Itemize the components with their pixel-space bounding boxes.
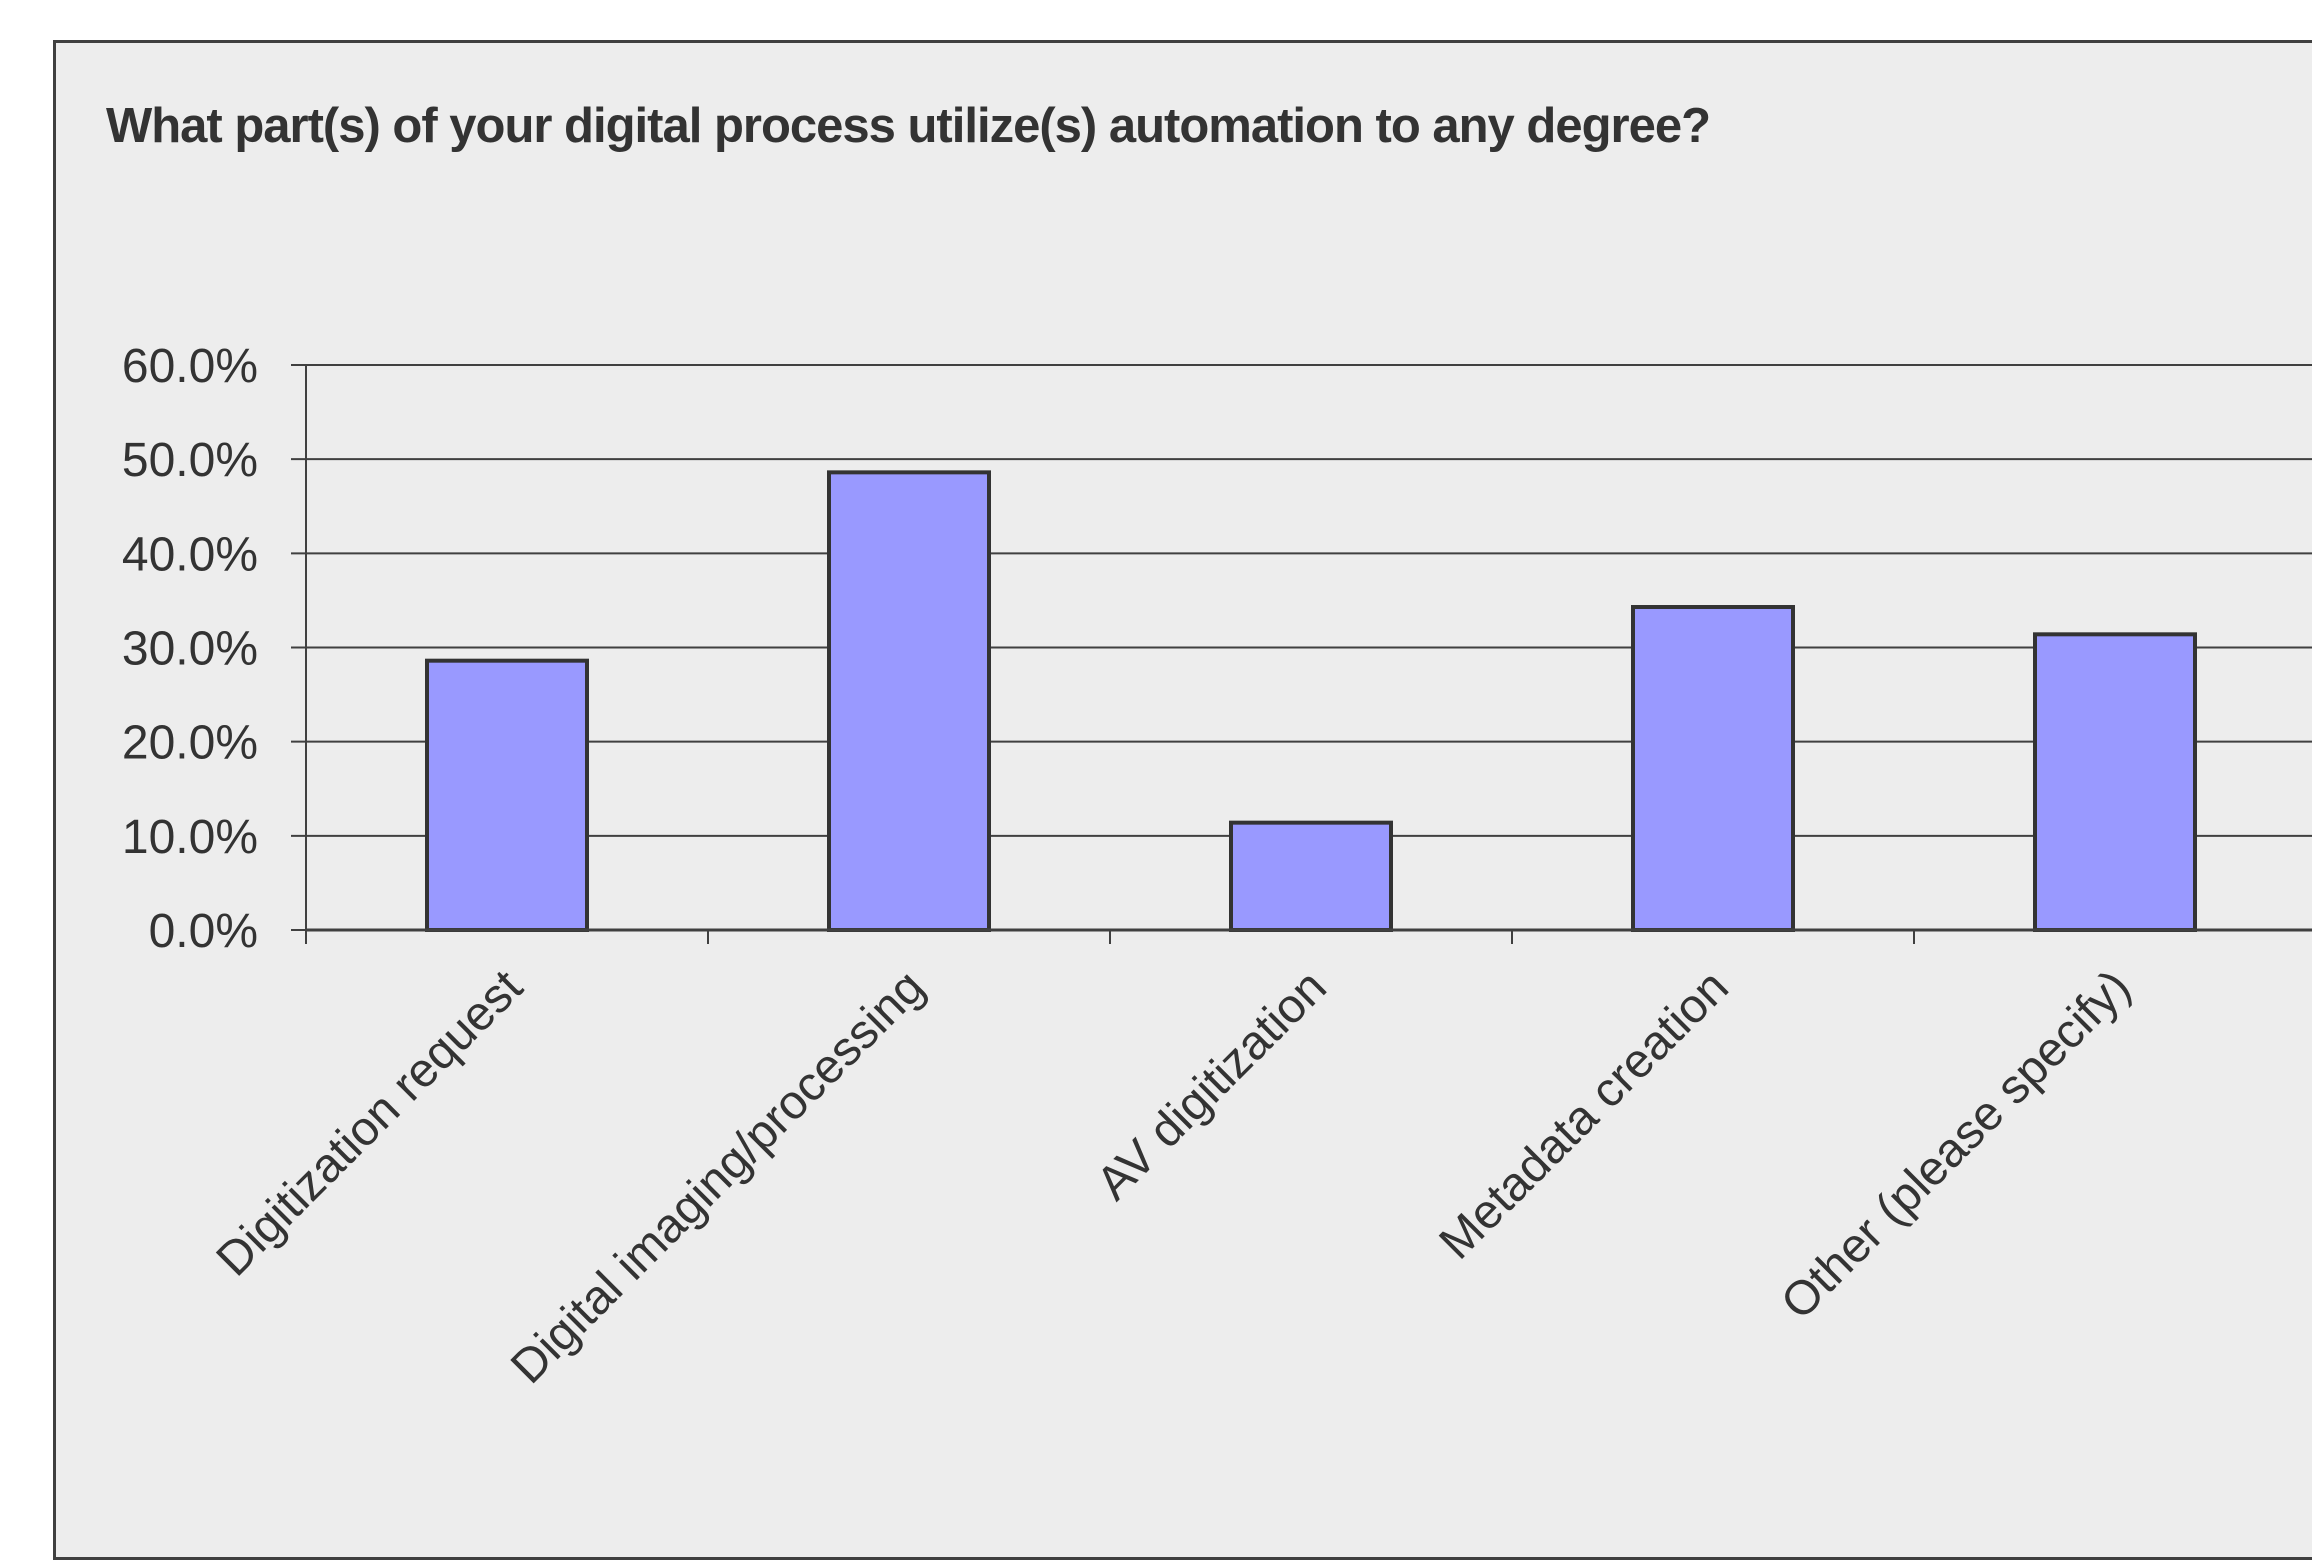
bar-4 <box>1631 605 1795 933</box>
x-tick-label: Other (please specify) <box>1771 960 2140 1329</box>
y-axis-tick-labels: 0.0% 10.0% 20.0% 30.0% 40.0% 50.0% 60.0% <box>122 340 258 958</box>
bar-chart: What part(s) of your digital process uti… <box>106 99 2312 1394</box>
x-tick-label: AV digitization <box>1087 960 1337 1210</box>
y-tick-label: 30.0% <box>122 623 258 676</box>
y-tick-label: 60.0% <box>122 340 258 393</box>
chart-title: What part(s) of your digital process uti… <box>106 99 1710 153</box>
x-tick-label: Digitization request <box>207 960 533 1286</box>
bar-3 <box>1229 820 1393 933</box>
bar-1 <box>425 658 589 933</box>
y-tick-label: 10.0% <box>122 811 258 864</box>
y-tick-label: 40.0% <box>122 528 258 581</box>
x-tick-label: Digital imaging/processing <box>501 960 935 1394</box>
bars <box>425 470 2197 933</box>
bar-5 <box>2033 632 2197 932</box>
y-tick-label: 50.0% <box>122 434 258 487</box>
y-tick-label: 20.0% <box>122 717 258 770</box>
x-axis <box>305 928 2312 944</box>
y-tick-label: 0.0% <box>149 905 258 958</box>
bar-2 <box>827 470 991 932</box>
x-tick-label: Metadata creation <box>1430 960 1739 1269</box>
